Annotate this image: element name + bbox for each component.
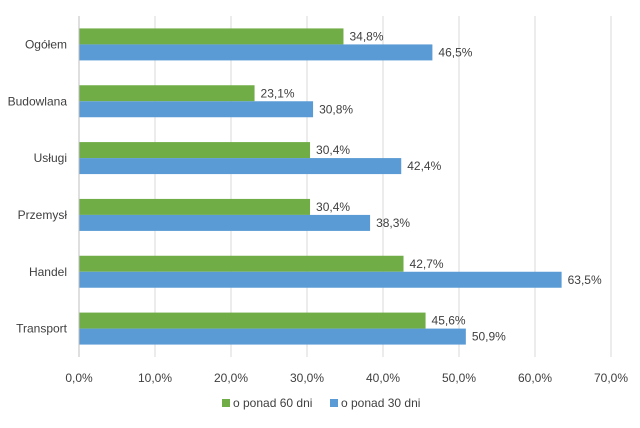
bar	[79, 85, 255, 102]
x-tick-label: 10,0%	[138, 371, 172, 385]
category-label: Usługi	[34, 151, 67, 165]
data-label: 23,1%	[261, 86, 295, 100]
data-label: 42,7%	[410, 257, 444, 271]
legend-swatch	[222, 399, 230, 407]
grid	[154, 16, 612, 357]
legend: o ponad 60 dni o ponad 30 dni	[222, 396, 420, 410]
x-tick-label: 30,0%	[290, 371, 324, 385]
category-label: Ogółem	[25, 37, 67, 51]
x-tick-label: 70,0%	[594, 371, 628, 385]
category-label: Przemysł	[18, 208, 68, 222]
x-tick-label: 20,0%	[214, 371, 248, 385]
x-tick-label: 0,0%	[65, 371, 93, 385]
data-label: 45,6%	[432, 314, 466, 328]
x-tick-label: 40,0%	[366, 371, 400, 385]
bar	[79, 44, 433, 61]
category-label: Transport	[16, 322, 68, 336]
data-label: 30,8%	[319, 102, 353, 116]
bar	[79, 312, 426, 329]
x-tick-label: 50,0%	[442, 371, 476, 385]
bar	[79, 28, 344, 45]
x-tick-label: 60,0%	[518, 371, 552, 385]
data-label: 30,4%	[316, 200, 350, 214]
axis: 0,0% 10,0% 20,0% 30,0% 40,0% 50,0% 60,0% 70,0% O…	[8, 16, 628, 385]
bar	[79, 255, 404, 272]
data-label: 42,4%	[407, 159, 441, 173]
legend-swatch	[330, 399, 338, 407]
legend-label: o ponad 30 dni	[341, 396, 420, 410]
bar	[79, 142, 311, 159]
category-label: Handel	[29, 265, 67, 279]
data-label: 30,4%	[316, 143, 350, 157]
bars: 34,8% 46,5% 23,1% 30,8% 30,4% 42,4% 30,4% 38,3%…	[79, 28, 602, 345]
bar	[79, 198, 311, 215]
data-label: 38,3%	[376, 216, 410, 230]
bar	[79, 101, 314, 118]
category-label: Budowlana	[8, 94, 68, 108]
bar	[79, 328, 466, 345]
bar	[79, 214, 371, 231]
bar	[79, 158, 402, 175]
legend-label: o ponad 60 dni	[233, 396, 312, 410]
data-label: 34,8%	[349, 29, 383, 43]
bar	[79, 271, 562, 288]
data-label: 50,9%	[472, 330, 506, 344]
data-label: 63,5%	[568, 273, 602, 287]
data-label: 46,5%	[438, 45, 472, 59]
